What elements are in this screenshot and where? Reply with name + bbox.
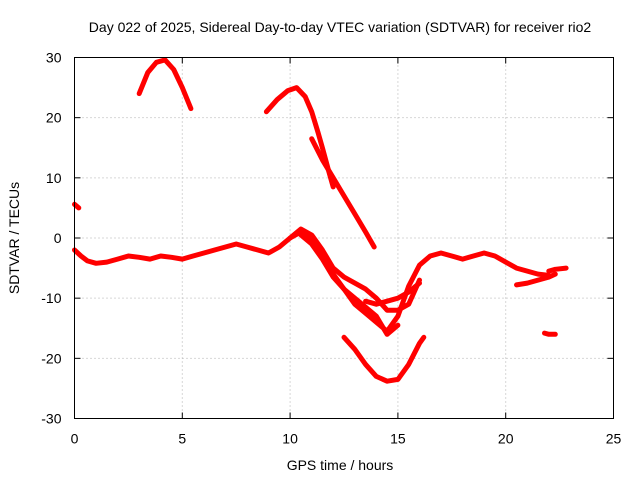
series-arc-e <box>72 229 552 334</box>
x-tick-label: 10 <box>282 431 298 447</box>
series-arc-j <box>514 271 558 288</box>
y-tick-labels: -30 -20 -10 0 10 20 30 <box>41 50 61 427</box>
x-tick-label: 5 <box>178 431 186 447</box>
y-tick-label: -10 <box>41 290 61 306</box>
y-tick-label: 10 <box>46 170 62 186</box>
series-arc-c <box>263 85 336 190</box>
series-arc-h <box>363 280 422 307</box>
y-axis-title: SDTVAR / TECUs <box>6 182 22 294</box>
series-arc-d <box>309 136 377 250</box>
series-arc-i <box>341 334 427 384</box>
x-tick-label: 0 <box>71 431 79 447</box>
series-arc-a <box>72 201 82 211</box>
x-tick-labels: 0 5 10 15 20 25 <box>71 431 622 447</box>
x-tick-label: 20 <box>498 431 514 447</box>
series-arc-g <box>298 232 401 337</box>
y-tick-label: 20 <box>46 110 62 126</box>
y-tick-label: 30 <box>46 50 62 66</box>
x-axis-title: GPS time / hours <box>287 457 394 473</box>
series-arc-f <box>287 226 422 313</box>
series-arc-b <box>136 57 194 112</box>
series-arc-k <box>546 265 569 274</box>
series-arc-l <box>542 330 558 337</box>
y-tick-label: -30 <box>41 411 61 427</box>
data-series <box>72 57 569 384</box>
plot-frame <box>74 57 614 419</box>
x-tick-label: 25 <box>606 431 622 447</box>
chart-title: Day 022 of 2025, Sidereal Day-to-day VTE… <box>89 19 592 35</box>
y-tick-label: 0 <box>54 230 62 246</box>
grid-lines <box>74 57 614 419</box>
y-tick-label: -20 <box>41 350 61 366</box>
x-tick-label: 15 <box>390 431 406 447</box>
